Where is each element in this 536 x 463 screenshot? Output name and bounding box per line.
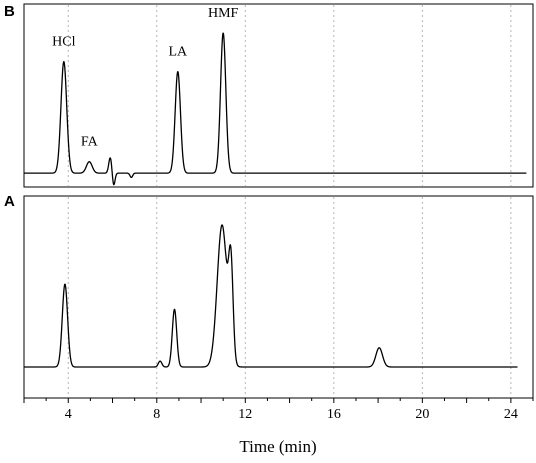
panel-b-peak-labels: HCl FA LA HMF (52, 6, 238, 150)
x-tick-label-4: 4 (65, 407, 72, 422)
x-axis-title: Time (min) (239, 437, 316, 456)
peak-label-hcl: HCl (52, 35, 75, 50)
panel-a-trace (23, 224, 518, 368)
panel-a-gridlines (67, 197, 512, 397)
panel-b: B HCl FA LA HMF (4, 3, 534, 188)
x-tick-label-8: 8 (153, 407, 160, 422)
panel-b-gridlines (67, 5, 512, 186)
x-tick-label-20: 20 (415, 407, 429, 422)
x-axis-ticks: 4 8 12 16 20 24 (23, 398, 534, 422)
panel-a-letter: A (4, 193, 15, 210)
panel-b-trace (23, 32, 527, 186)
peak-label-fa: FA (81, 135, 99, 150)
x-tick-label-24: 24 (504, 407, 518, 422)
panel-a: A 4 8 12 16 20 24 (4, 193, 534, 422)
panel-b-letter: B (4, 3, 15, 20)
peak-label-hmf: HMF (208, 6, 239, 21)
panel-a-frame (23, 195, 534, 399)
x-tick-label-16: 16 (327, 407, 341, 422)
peak-label-la: LA (168, 45, 188, 60)
panel-b-frame (23, 3, 534, 188)
x-tick-label-12: 12 (238, 407, 252, 422)
